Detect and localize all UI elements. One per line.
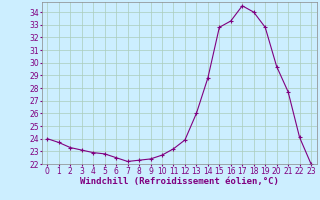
X-axis label: Windchill (Refroidissement éolien,°C): Windchill (Refroidissement éolien,°C)	[80, 177, 279, 186]
